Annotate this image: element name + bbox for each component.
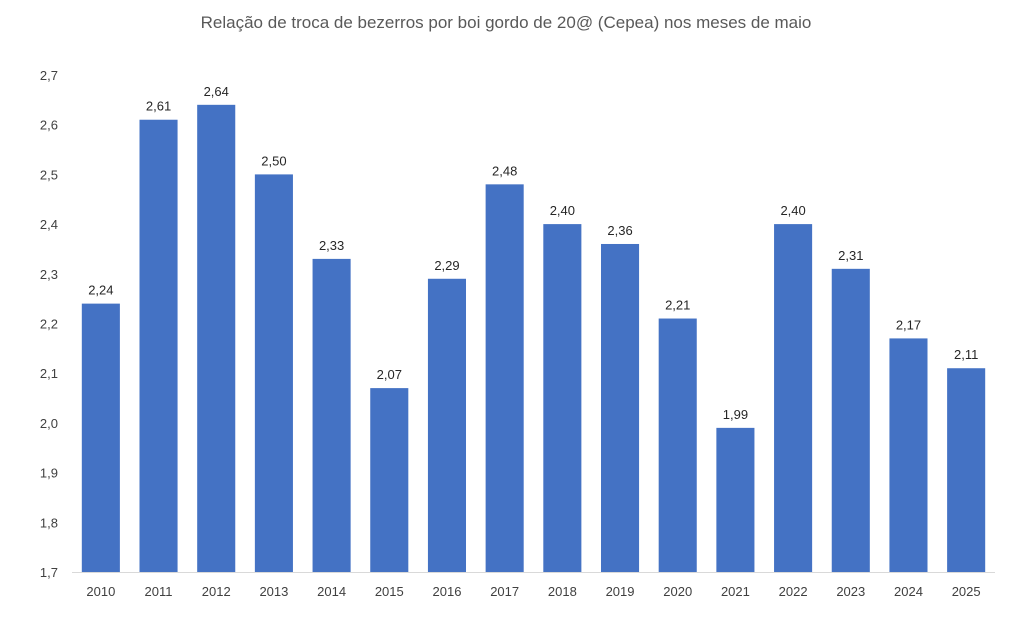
bar-2021 [716, 427, 755, 572]
data-label: 2,61 [146, 99, 171, 114]
bar-2024 [889, 338, 928, 572]
bar-2012 [197, 104, 236, 572]
y-axis: 1,7 1,8 1,9 2,0 2,1 2,2 2,3 2,4 2,5 2,6 2,7 [40, 68, 58, 580]
y-tick-label: 1,8 [40, 515, 58, 530]
data-label: 2,50 [261, 153, 286, 168]
chart-title: Relação de troca de bezerros por boi gor… [201, 13, 812, 32]
data-label: 2,17 [896, 317, 921, 332]
data-labels: 2,24 2,61 2,64 2,50 2,33 2,07 2,29 2,48 2,40 2,36… [88, 84, 978, 422]
data-label: 2,64 [204, 84, 229, 99]
data-label: 2,21 [665, 298, 690, 313]
y-tick-label: 2,3 [40, 267, 58, 282]
bar-2019 [600, 243, 640, 573]
bar-2014 [312, 258, 351, 572]
x-tick-label: 2024 [894, 584, 923, 599]
bar-2022 [774, 224, 813, 572]
x-tick-label: 2022 [779, 584, 808, 599]
data-label: 2,07 [377, 367, 402, 382]
x-tick-label: 2019 [606, 584, 635, 599]
data-label: 2,36 [607, 223, 632, 238]
data-label: 2,31 [838, 248, 863, 263]
data-label: 2,40 [780, 203, 805, 218]
bar-2013 [254, 174, 293, 572]
bar-series [81, 104, 986, 573]
data-label: 2,24 [88, 283, 113, 298]
y-tick-label: 2,4 [40, 217, 58, 232]
data-label: 2,33 [319, 238, 344, 253]
data-label: 2,48 [492, 163, 517, 178]
data-label: 1,99 [723, 407, 748, 422]
x-axis: 2010 2011 2012 2013 2014 2015 2016 2017 2018 2019… [86, 584, 980, 599]
y-tick-label: 2,1 [40, 366, 58, 381]
x-tick-label: 2023 [836, 584, 865, 599]
data-label: 2,40 [550, 203, 575, 218]
y-tick-label: 1,7 [40, 565, 58, 580]
bar-2017 [485, 184, 524, 572]
y-tick-label: 2,2 [40, 317, 58, 332]
bar-2016 [427, 278, 467, 572]
bar-2023 [831, 268, 870, 572]
x-tick-label: 2012 [202, 584, 231, 599]
y-tick-label: 2,7 [40, 68, 58, 83]
y-tick-label: 2,5 [40, 167, 58, 182]
bar-2010 [81, 303, 120, 572]
x-tick-label: 2010 [86, 584, 115, 599]
x-tick-label: 2011 [145, 584, 173, 599]
data-label: 2,11 [954, 347, 978, 362]
x-tick-label: 2018 [548, 584, 577, 599]
x-tick-label: 2017 [490, 584, 519, 599]
y-tick-label: 1,9 [40, 466, 58, 481]
x-tick-label: 2014 [317, 584, 346, 599]
data-label: 2,29 [434, 258, 459, 273]
x-tick-label: 2015 [375, 584, 404, 599]
bar-2020 [658, 318, 697, 572]
bar-2011 [139, 119, 178, 572]
x-tick-label: 2016 [433, 584, 462, 599]
bar-2018 [543, 224, 582, 572]
bar-2025 [947, 368, 986, 572]
bar-2015 [370, 388, 409, 572]
x-tick-label: 2025 [952, 584, 981, 599]
y-tick-label: 2,0 [40, 416, 58, 431]
x-tick-label: 2020 [663, 584, 692, 599]
y-tick-label: 2,6 [40, 118, 58, 133]
x-tick-label: 2021 [721, 584, 750, 599]
x-tick-label: 2013 [259, 584, 288, 599]
